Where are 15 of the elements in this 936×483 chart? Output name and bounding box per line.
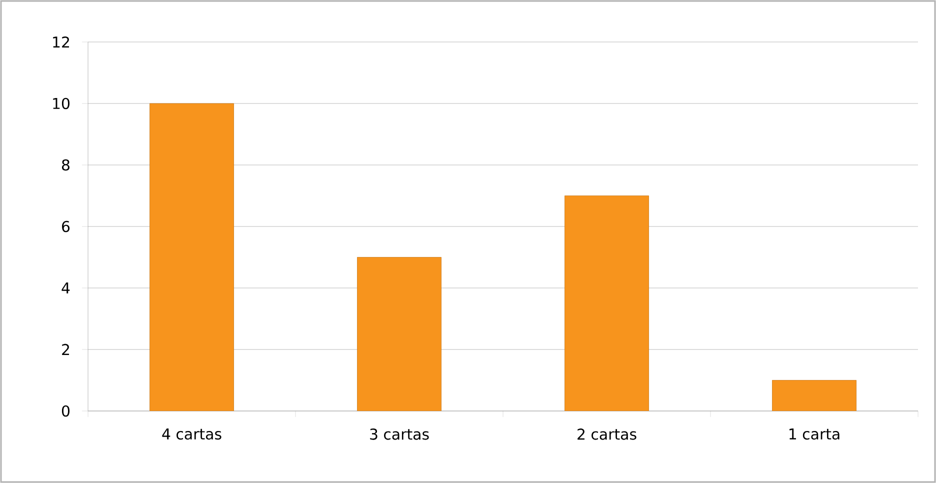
y-tick-label: 2 bbox=[62, 344, 69, 356]
x-tick-label: 2 cartas bbox=[578, 428, 636, 440]
x-tick-label: 3 cartas bbox=[370, 428, 429, 440]
y-tick-label: 12 bbox=[53, 36, 69, 48]
y-tick-label: 6 bbox=[62, 220, 70, 232]
x-tick-label: 4 cartas bbox=[162, 428, 222, 440]
y-tick-label: 8 bbox=[62, 159, 70, 171]
y-tick-label: 0 bbox=[62, 405, 70, 417]
bar bbox=[772, 380, 856, 411]
x-tick-label: 1 carta bbox=[790, 428, 840, 440]
y-tick-label: 10 bbox=[53, 98, 70, 110]
bar bbox=[357, 257, 442, 411]
bar bbox=[564, 196, 649, 411]
y-tick-label: 4 bbox=[62, 282, 70, 294]
bar bbox=[150, 103, 234, 411]
